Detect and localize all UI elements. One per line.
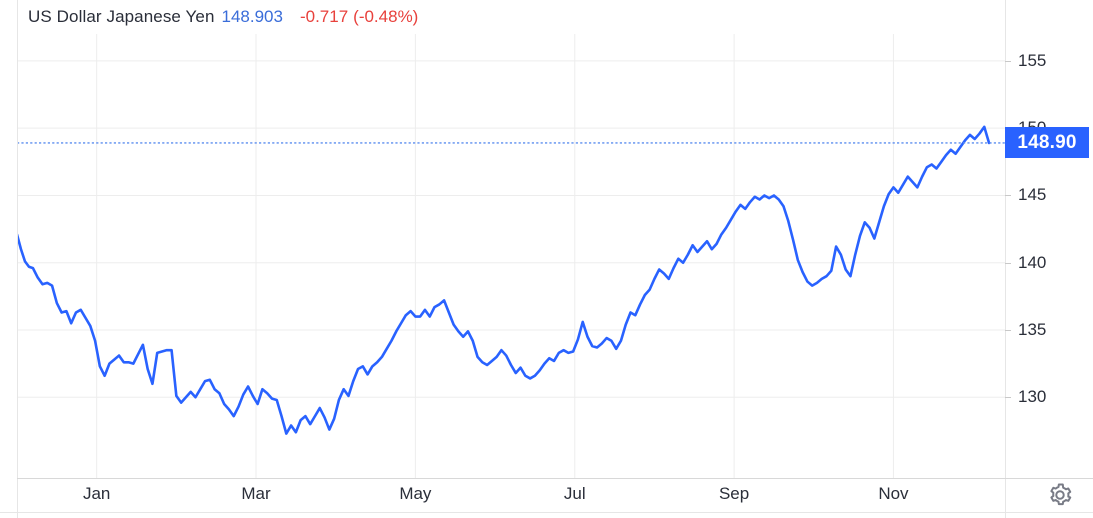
y-axis-label: 145 xyxy=(1018,185,1047,205)
y-axis-tick xyxy=(1005,397,1011,399)
x-axis-label: Sep xyxy=(718,484,750,503)
y-axis-label: 135 xyxy=(1018,320,1047,339)
gridlines xyxy=(17,34,1005,478)
price-line xyxy=(17,125,991,435)
current-price-badge: 148.90 xyxy=(1005,127,1089,159)
y-axis-tick xyxy=(1005,195,1011,197)
widget-bottom-border xyxy=(0,512,1093,513)
y-axis-tick xyxy=(1005,262,1011,264)
y-axis-label: 130 xyxy=(1018,387,1047,407)
y-axis-label: 140 xyxy=(1018,252,1047,272)
right-axis-border xyxy=(1005,0,1006,518)
x-axis-label: Jul xyxy=(563,484,586,503)
price-change: -0.717 xyxy=(299,7,349,26)
symbol-name: US Dollar Japanese Yen xyxy=(28,7,215,26)
price-change-percent: (-0.48%) xyxy=(353,7,419,26)
x-axis-label: Jan xyxy=(82,484,111,503)
price-chart-svg xyxy=(17,34,1005,478)
x-axis-label: Mar xyxy=(241,484,271,503)
y-axis-label: 155 xyxy=(1018,50,1047,70)
y-axis-tick xyxy=(1005,60,1011,62)
x-axis-label: May xyxy=(399,484,432,503)
x-axis-label: Nov xyxy=(878,484,909,503)
plot-area[interactable] xyxy=(17,34,1005,478)
left-axis-border xyxy=(17,0,18,518)
chart-header: US Dollar Japanese Yen 148.903 -0.717 (-… xyxy=(0,0,1093,34)
current-price-badge-label: 148.90 xyxy=(1017,131,1077,153)
last-price: 148.903 xyxy=(221,7,283,26)
y-axis-tick xyxy=(1005,330,1011,331)
bottom-axis-border xyxy=(17,478,1093,479)
gear-icon-svg xyxy=(1050,483,1072,506)
settings-gear-icon[interactable] xyxy=(1046,481,1074,509)
